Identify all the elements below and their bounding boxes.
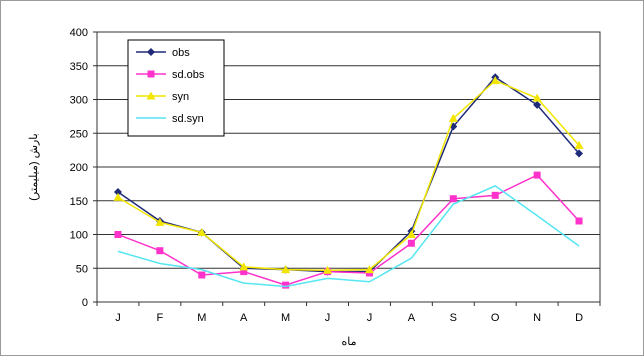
legend-entry: syn	[136, 91, 189, 103]
data-point	[240, 268, 248, 276]
data-point	[113, 192, 123, 201]
x-tick-label: D	[575, 312, 583, 324]
data-point	[364, 265, 374, 274]
series-line	[117, 79, 580, 272]
y-axis-ticks: 0 50 100 150 200 250 300 350 400	[70, 27, 97, 309]
data-point	[575, 217, 583, 225]
x-axis-label: ماه	[341, 336, 356, 348]
x-tick-label: J	[325, 312, 331, 324]
data-point	[323, 265, 333, 274]
x-tick-label: F	[157, 312, 164, 324]
data-point	[406, 230, 416, 238]
data-point	[281, 265, 291, 274]
x-tick-label: A	[240, 312, 248, 324]
y-tick-label: 150	[70, 196, 88, 208]
series-group	[113, 73, 584, 289]
x-tick-label: M	[197, 312, 206, 324]
y-tick-label: 0	[82, 297, 88, 309]
legend-marker	[146, 91, 156, 100]
legend-marker	[147, 70, 155, 78]
y-tick-label: 350	[70, 61, 88, 73]
data-point	[574, 140, 584, 149]
data-point	[490, 76, 500, 85]
y-tick-label: 100	[70, 230, 88, 242]
data-point	[198, 271, 206, 279]
data-point	[407, 239, 415, 247]
data-point	[156, 247, 164, 255]
legend-marker	[147, 48, 155, 56]
data-point	[114, 231, 122, 238]
x-tick-label: J	[115, 312, 121, 324]
data-point	[532, 93, 542, 102]
data-point	[282, 281, 290, 289]
data-point	[197, 227, 207, 236]
y-tick-label: 50	[76, 263, 88, 275]
data-point	[239, 262, 249, 271]
data-point	[533, 171, 541, 179]
legend-label: sd.obs	[172, 69, 205, 81]
legend-label: sd.syn	[172, 113, 204, 125]
legend: obs sd.obs syn sd.syn	[127, 39, 225, 137]
series-line	[117, 174, 580, 286]
y-tick-label: 200	[70, 162, 88, 174]
x-tick-label: A	[408, 312, 416, 324]
data-point	[113, 187, 122, 196]
data-point	[491, 191, 499, 199]
legend-label: syn	[172, 91, 189, 103]
data-point	[575, 149, 584, 158]
x-tick-label: N	[533, 312, 541, 324]
x-tick-label: O	[491, 312, 500, 324]
series-syn	[113, 76, 584, 274]
data-point	[533, 100, 542, 109]
x-tick-label: M	[281, 312, 290, 324]
data-point	[449, 195, 457, 203]
data-point	[155, 217, 165, 226]
series-sd-syn	[117, 185, 580, 288]
y-tick-label: 300	[70, 95, 88, 107]
legend-box	[127, 39, 225, 137]
legend-entry: sd.obs	[136, 69, 205, 81]
y-tick-label: 250	[70, 128, 88, 140]
legend-entry: sd.syn	[136, 113, 204, 125]
x-tick-label: J	[367, 312, 373, 324]
legend-label: obs	[172, 47, 190, 59]
legend-entry: obs	[136, 47, 190, 59]
series-line	[117, 185, 580, 288]
y-axis-label: بارش (میلیمتر)	[28, 133, 40, 200]
x-tick-label: S	[450, 312, 457, 324]
y-tick-label: 400	[70, 27, 88, 39]
data-point	[448, 113, 458, 122]
